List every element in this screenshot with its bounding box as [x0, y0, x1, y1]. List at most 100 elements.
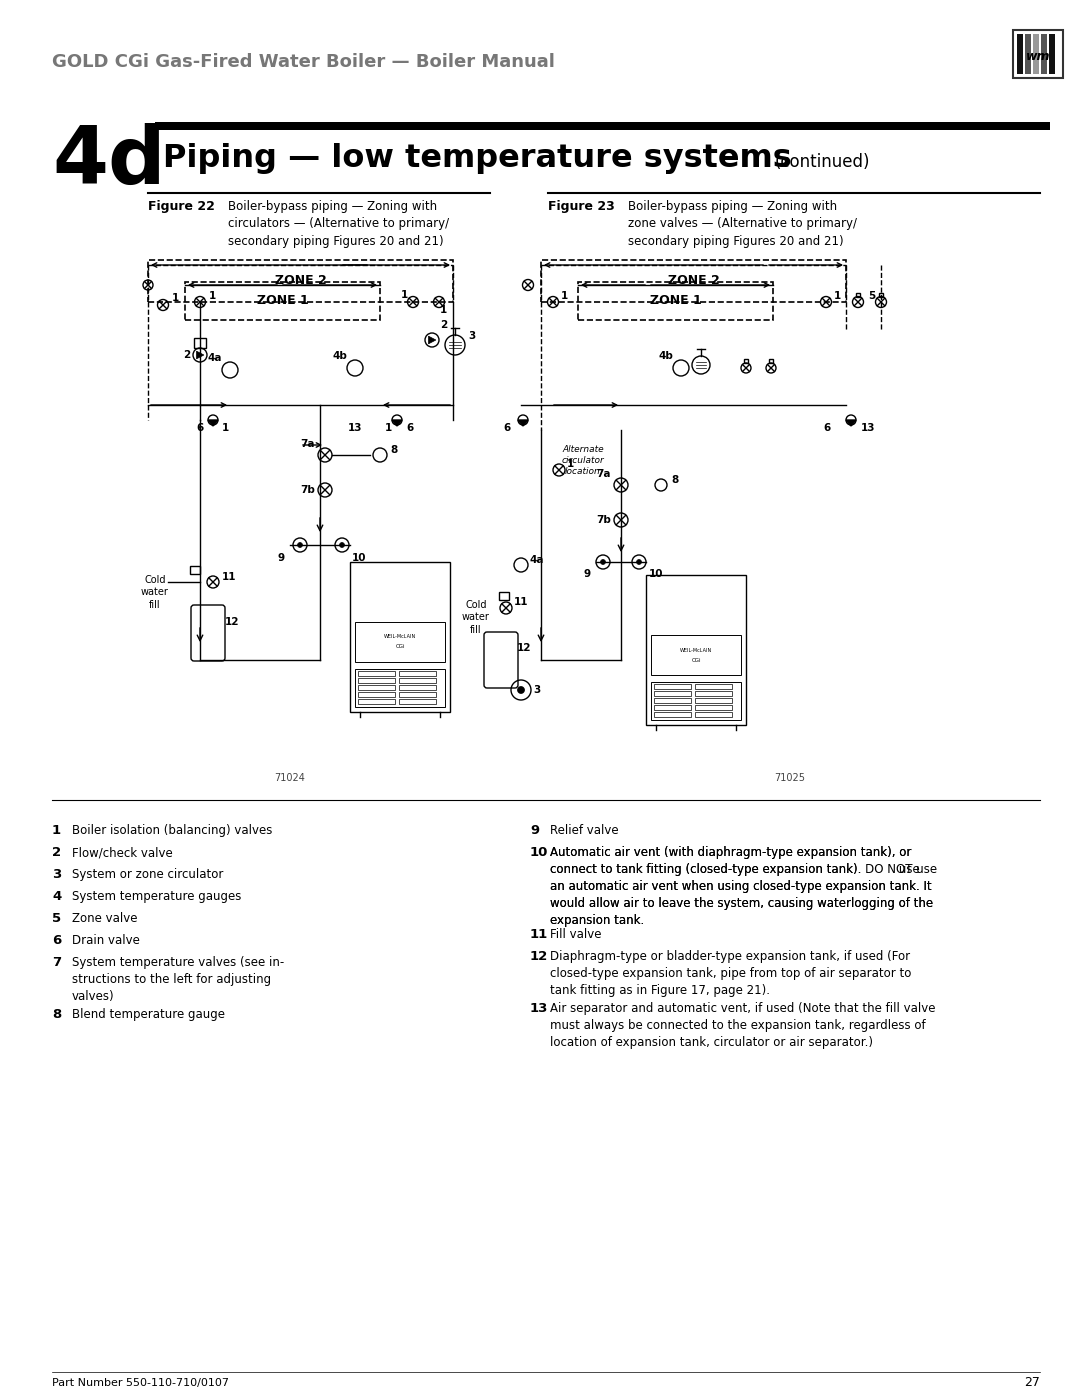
- Text: GOLD CGi Gas-Fired Water Boiler — Boiler Manual: GOLD CGi Gas-Fired Water Boiler — Boiler…: [52, 53, 555, 71]
- Text: 1: 1: [834, 291, 841, 300]
- Bar: [651, 636, 741, 675]
- Bar: [646, 576, 746, 725]
- Text: Part Number 550-110-710/0107: Part Number 550-110-710/0107: [52, 1377, 229, 1389]
- Text: 4d: 4d: [52, 123, 165, 201]
- Text: Air separator and automatic vent, if used (Note that the fill valve
must always : Air separator and automatic vent, if use…: [550, 1002, 935, 1049]
- Text: System temperature valves (see in-
structions to the left for adjusting
valves): System temperature valves (see in- struc…: [72, 956, 284, 1003]
- Bar: [856, 292, 860, 296]
- Polygon shape: [197, 351, 204, 359]
- Bar: [654, 685, 691, 689]
- Text: 6: 6: [824, 423, 831, 433]
- Polygon shape: [846, 420, 856, 426]
- Polygon shape: [429, 337, 436, 344]
- Text: Figure 23: Figure 23: [548, 200, 615, 212]
- Bar: [744, 359, 748, 363]
- Text: System temperature gauges: System temperature gauges: [72, 890, 241, 902]
- Text: 6: 6: [503, 423, 511, 433]
- Bar: [1049, 34, 1055, 74]
- Text: 11: 11: [530, 928, 549, 942]
- Text: ZONE 1: ZONE 1: [257, 295, 309, 307]
- Text: 8: 8: [52, 1009, 62, 1021]
- Polygon shape: [518, 420, 528, 426]
- Text: Cold
water
fill: Cold water fill: [141, 576, 168, 610]
- Bar: [355, 669, 445, 707]
- Text: wm: wm: [1026, 49, 1050, 63]
- Text: Boiler-bypass piping — Zoning with
circulators — (Alternative to primary/
second: Boiler-bypass piping — Zoning with circu…: [228, 200, 449, 249]
- Bar: [696, 685, 732, 689]
- Text: Figure 22: Figure 22: [148, 200, 215, 212]
- Text: 71024: 71024: [274, 773, 306, 782]
- Text: 7b: 7b: [596, 515, 611, 525]
- Text: Automatic air vent (with diaphragm-type expansion tank), or
connect to tank fitt: Automatic air vent (with diaphragm-type …: [550, 847, 933, 928]
- Circle shape: [600, 560, 606, 564]
- Text: 4: 4: [52, 890, 62, 902]
- Bar: [357, 685, 395, 690]
- Bar: [357, 678, 395, 683]
- Bar: [578, 282, 773, 320]
- Text: 3: 3: [52, 868, 62, 882]
- Text: Boiler-bypass piping — Zoning with
zone valves — (Alternative to primary/
second: Boiler-bypass piping — Zoning with zone …: [627, 200, 858, 249]
- Text: 1: 1: [52, 824, 62, 837]
- Text: 11: 11: [222, 571, 237, 583]
- Bar: [1041, 34, 1047, 74]
- Text: 5: 5: [868, 291, 875, 300]
- Text: 71025: 71025: [774, 773, 806, 782]
- Text: WEIL-McLAIN: WEIL-McLAIN: [680, 647, 712, 652]
- Text: 13: 13: [530, 1002, 549, 1016]
- Text: 13: 13: [348, 423, 362, 433]
- Text: Diaphragm-type or bladder-type expansion tank, if used (For
closed-type expansio: Diaphragm-type or bladder-type expansion…: [550, 950, 912, 997]
- Polygon shape: [208, 420, 218, 426]
- Text: 10: 10: [649, 569, 663, 578]
- Text: 12: 12: [530, 950, 549, 963]
- Bar: [654, 698, 691, 703]
- Text: 7: 7: [52, 956, 62, 970]
- Bar: [399, 692, 436, 697]
- Text: 1: 1: [401, 291, 408, 300]
- Text: 7a: 7a: [300, 439, 315, 448]
- Text: Zone valve: Zone valve: [72, 912, 137, 925]
- Bar: [357, 692, 395, 697]
- Bar: [399, 678, 436, 683]
- Circle shape: [298, 542, 302, 548]
- Text: 3: 3: [468, 331, 475, 341]
- Bar: [156, 122, 1050, 130]
- Polygon shape: [392, 420, 402, 426]
- Circle shape: [339, 542, 345, 548]
- Text: Piping — low temperature systems: Piping — low temperature systems: [163, 142, 792, 173]
- Text: 1: 1: [567, 460, 575, 469]
- Text: 4a: 4a: [207, 353, 222, 363]
- Text: 6: 6: [52, 935, 62, 947]
- Text: ZONE 2: ZONE 2: [274, 274, 326, 288]
- Bar: [190, 566, 200, 574]
- Text: CGi: CGi: [395, 644, 405, 650]
- Text: 7b: 7b: [300, 485, 315, 495]
- Bar: [654, 712, 691, 717]
- Text: 4b: 4b: [333, 351, 347, 360]
- Bar: [194, 338, 206, 348]
- Text: 12: 12: [225, 617, 240, 627]
- Text: ZONE 1: ZONE 1: [650, 295, 701, 307]
- Text: 1: 1: [384, 423, 392, 433]
- Bar: [651, 682, 741, 719]
- Bar: [654, 692, 691, 696]
- Bar: [696, 692, 732, 696]
- Text: 1: 1: [172, 293, 179, 303]
- Bar: [185, 282, 380, 320]
- Text: Boiler isolation (balancing) valves: Boiler isolation (balancing) valves: [72, 824, 272, 837]
- Bar: [399, 698, 436, 704]
- Circle shape: [636, 560, 642, 564]
- Text: 6: 6: [197, 423, 204, 433]
- Text: 9: 9: [278, 553, 285, 563]
- Text: Fill valve: Fill valve: [550, 928, 602, 942]
- Text: ZONE 2: ZONE 2: [667, 274, 719, 288]
- Text: Flow/check valve: Flow/check valve: [72, 847, 173, 859]
- Text: Automatic air vent (with diaphragm-type expansion tank), or
connect to tank fitt: Automatic air vent (with diaphragm-type …: [550, 847, 937, 928]
- Text: Drain valve: Drain valve: [72, 935, 140, 947]
- Bar: [1017, 34, 1023, 74]
- Bar: [1013, 29, 1063, 78]
- Bar: [350, 562, 450, 712]
- Text: System or zone circulator: System or zone circulator: [72, 868, 224, 882]
- Text: 11: 11: [514, 597, 528, 608]
- Bar: [499, 592, 509, 599]
- Text: 6: 6: [406, 423, 414, 433]
